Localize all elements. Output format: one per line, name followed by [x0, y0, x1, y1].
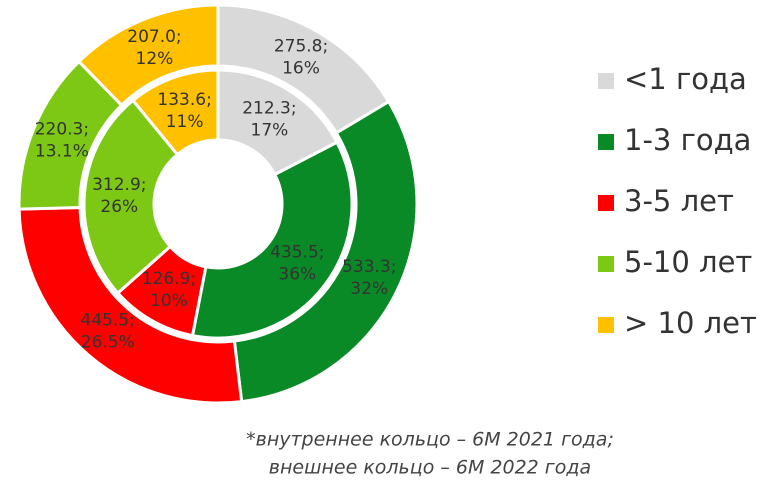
- footnote: внешнее кольцо – 6М 2022 года: [269, 457, 591, 479]
- value-label: 126.9;: [142, 269, 196, 289]
- donut-slice: [216, 68, 339, 177]
- legend-swatch: [598, 317, 614, 333]
- donut-slice: [76, 3, 220, 108]
- value-label: 212.3;: [242, 98, 296, 118]
- legend-label: 3-5 лет: [624, 184, 734, 218]
- value-label: 312.9;: [92, 175, 146, 195]
- donut-slice: [130, 68, 220, 157]
- legend-swatch: [598, 195, 614, 211]
- legend-label: 1-3 года: [624, 123, 751, 157]
- value-label: 533.3;: [342, 257, 396, 277]
- donut-slice: [232, 99, 419, 404]
- value-label: 445.5;: [81, 310, 135, 330]
- donut-slice: [190, 140, 354, 340]
- donut-slice: [82, 98, 180, 296]
- share-label: 10%: [150, 291, 188, 311]
- value-label: 220.3;: [35, 120, 89, 140]
- share-label: 17%: [251, 120, 289, 140]
- value-label: 275.8;: [274, 36, 328, 56]
- share-label: 11%: [166, 112, 204, 132]
- footnote: *внутреннее кольцо – 6М 2021 года;: [246, 429, 614, 451]
- legend-swatch: [598, 134, 614, 150]
- share-label: 32%: [350, 279, 388, 299]
- value-label: 207.0;: [127, 27, 181, 47]
- share-label: 26.5%: [81, 332, 135, 352]
- legend-swatch: [598, 256, 614, 272]
- share-label: 13.1%: [35, 142, 89, 162]
- share-label: 36%: [278, 264, 316, 284]
- share-label: 16%: [282, 58, 320, 78]
- value-label: 435.5;: [270, 242, 324, 262]
- legend-label: <1 года: [624, 62, 747, 96]
- legend-swatch: [598, 73, 614, 89]
- value-label: 133.6;: [157, 90, 211, 110]
- legend-label: > 10 лет: [624, 306, 757, 340]
- share-label: 26%: [100, 197, 138, 217]
- legend-label: 5-10 лет: [624, 245, 752, 279]
- donut-slice: [17, 205, 244, 405]
- share-label: 12%: [136, 49, 174, 69]
